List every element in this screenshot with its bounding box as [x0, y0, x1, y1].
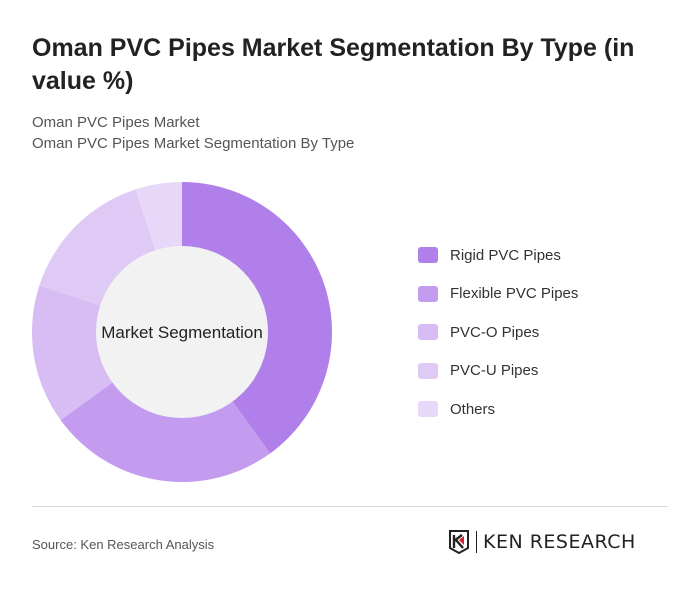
legend-item: Flexible PVC Pipes	[418, 284, 578, 304]
legend-swatch	[418, 401, 438, 417]
center-label: Market Segmentation	[101, 323, 263, 342]
legend-item: PVC-U Pipes	[418, 361, 578, 381]
divider	[32, 506, 668, 507]
legend: Rigid PVC Pipes Flexible PVC Pipes PVC-O P…	[418, 245, 578, 438]
legend-item: Rigid PVC Pipes	[418, 245, 578, 265]
logo-text: KEN RESEARCH	[483, 531, 636, 553]
legend-swatch	[418, 285, 438, 302]
source-note: Source: Ken Research Analysis	[32, 537, 215, 552]
legend-item: PVC-O Pipes	[418, 322, 578, 342]
legend-label: Rigid PVC Pipes	[450, 246, 561, 264]
legend-swatch	[418, 324, 438, 340]
ken-research-logo: KEN RESEARCH	[448, 530, 636, 554]
donut-hole	[96, 246, 268, 418]
ken-logo-icon	[449, 530, 469, 554]
chart-title: Oman PVC Pipes Market Segmentation By Ty…	[32, 34, 635, 95]
donut-chart: Market Segmentation	[32, 182, 332, 482]
legend-label: Flexible PVC Pipes	[450, 285, 579, 302]
legend-label: PVC-U Pipes	[450, 362, 539, 379]
legend-label: Others	[450, 400, 496, 418]
legend-swatch	[418, 247, 438, 263]
legend-swatch	[418, 362, 438, 379]
subtitle-segmentation: Oman PVC Pipes Market Segmentation By Ty…	[32, 135, 355, 152]
legend-item: Others	[418, 399, 578, 419]
legend-label: PVC-O Pipes	[450, 323, 540, 341]
subtitle-market: Oman PVC Pipes Market	[32, 114, 200, 131]
